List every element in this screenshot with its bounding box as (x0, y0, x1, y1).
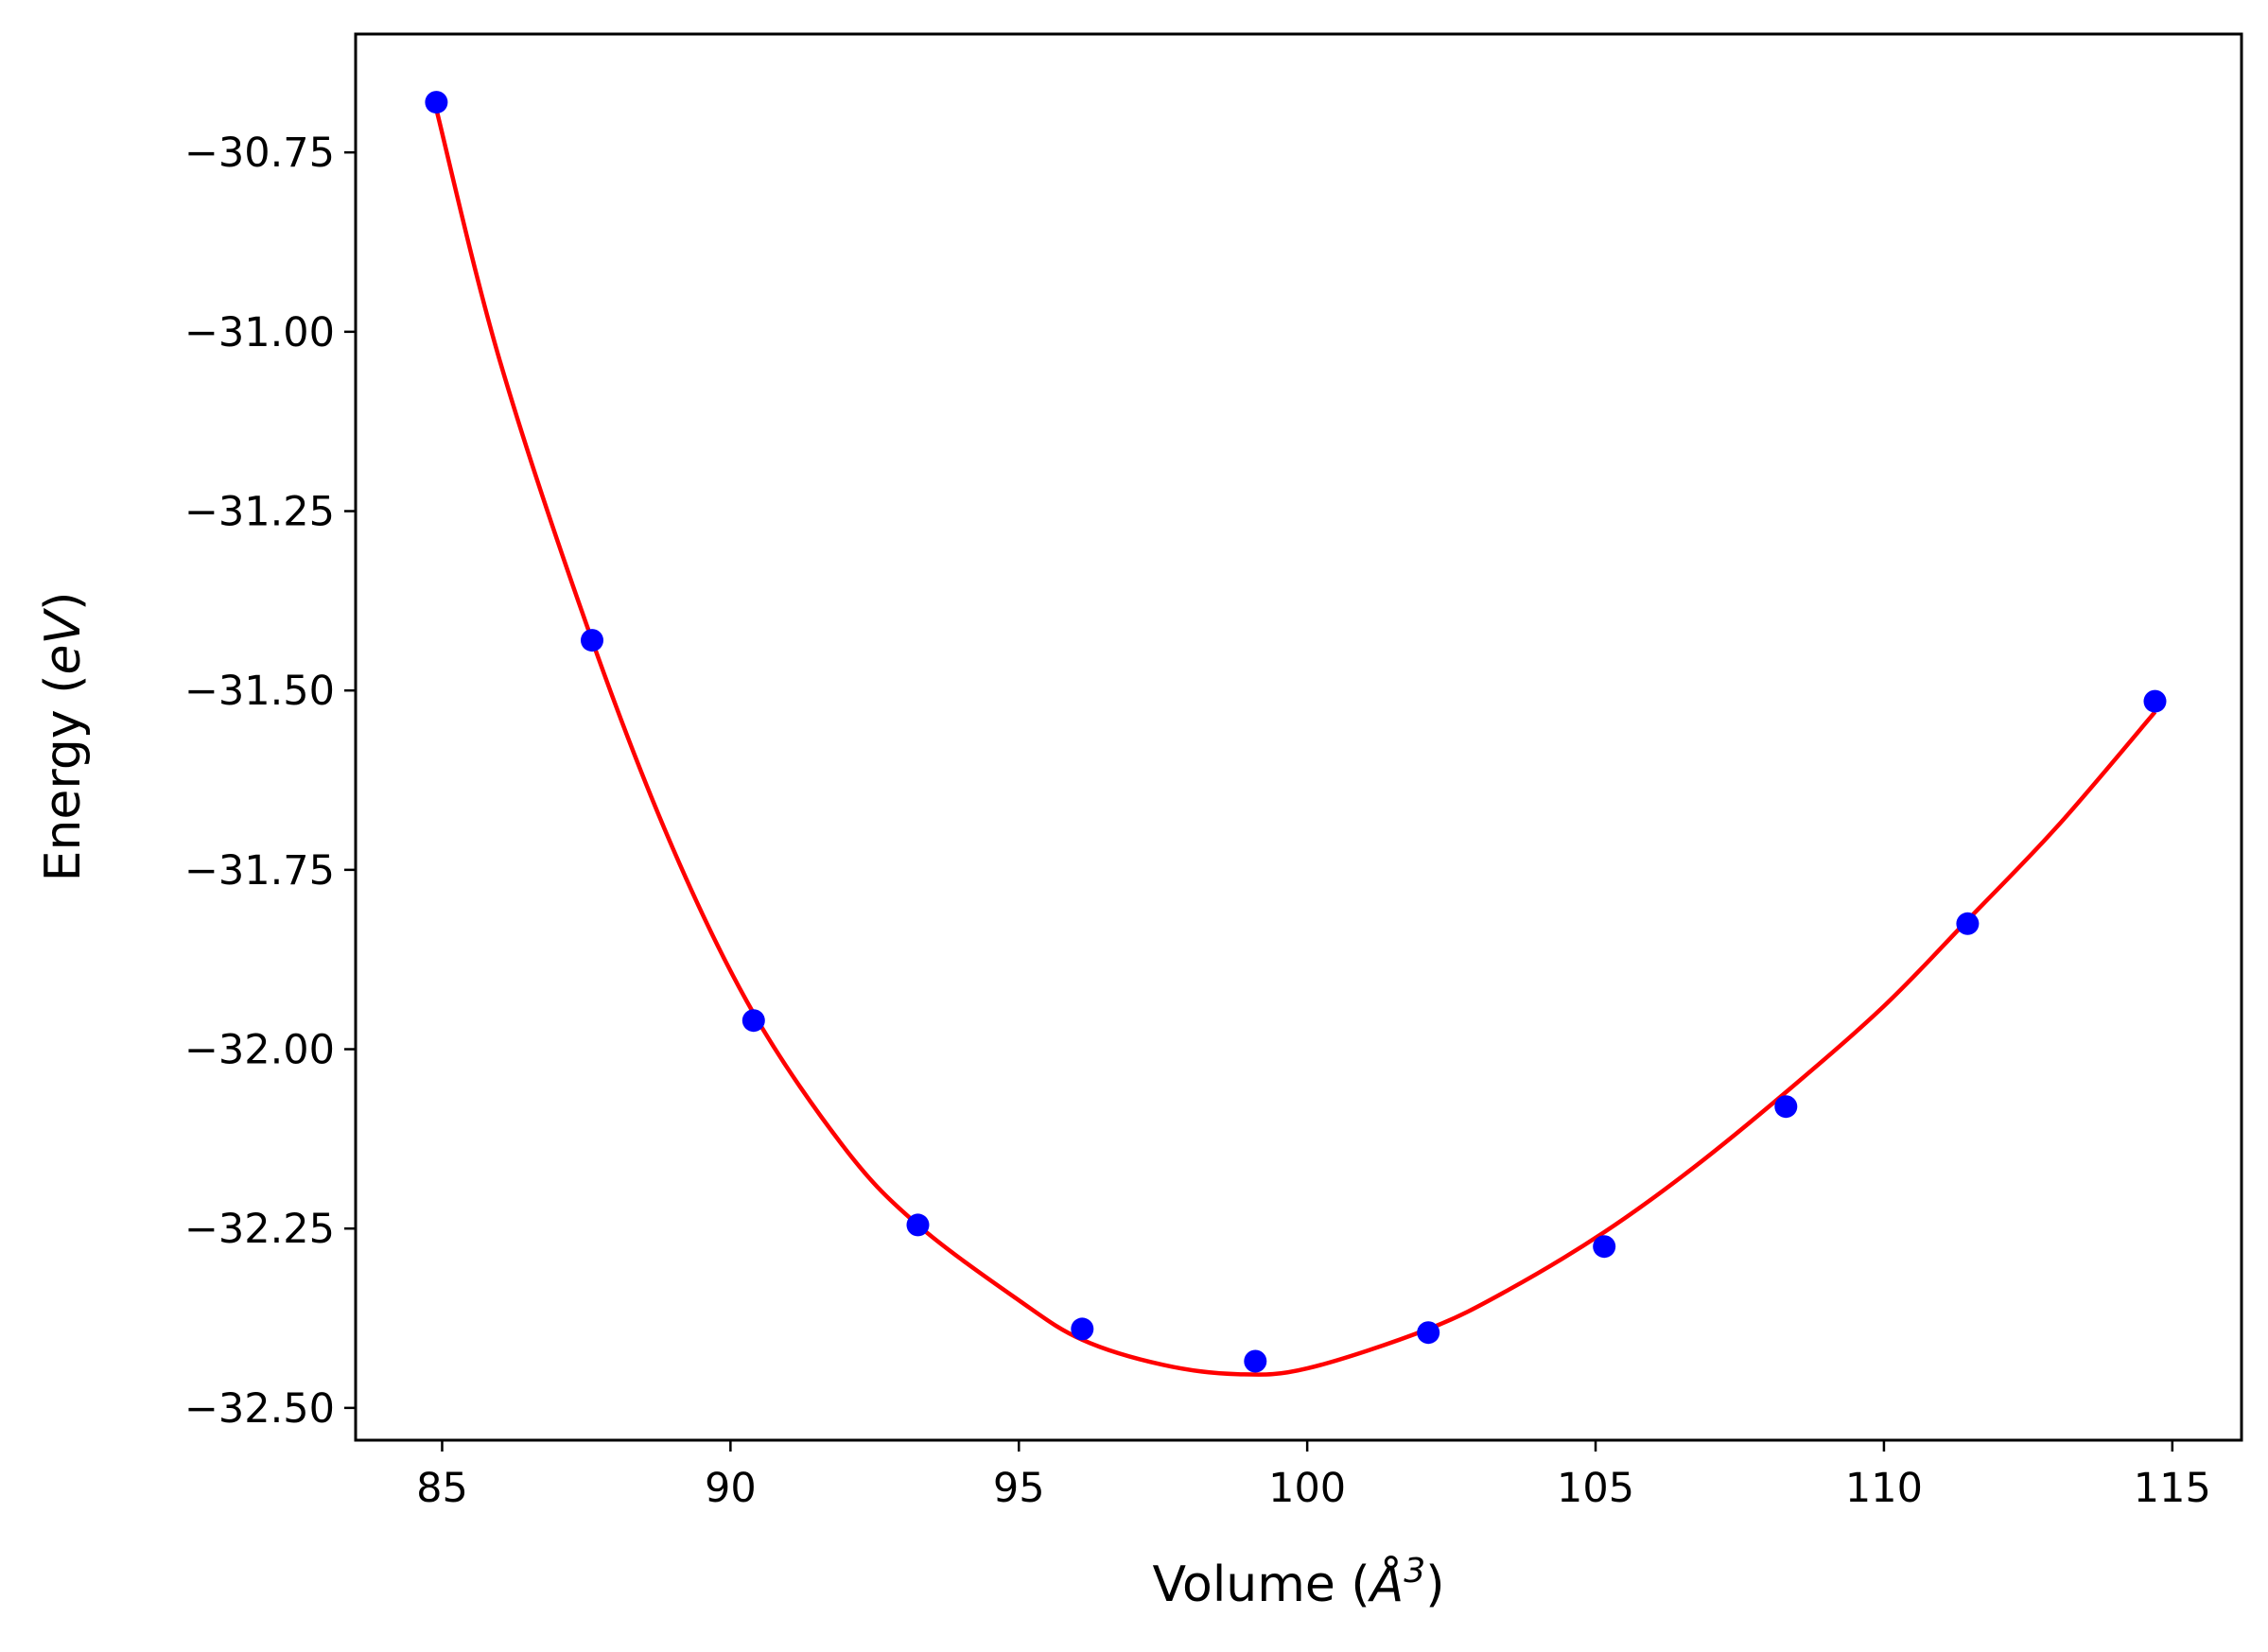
y-tick-label: −31.25 (184, 489, 335, 536)
x-tick-label: 105 (1557, 1465, 1634, 1512)
x-tick-label: 100 (1268, 1465, 1346, 1512)
y-tick-label: −31.75 (184, 847, 335, 895)
fit-curve-layer (434, 109, 2157, 1377)
y-tick-label: −32.25 (184, 1206, 335, 1253)
fit-curve-line (434, 109, 2157, 1377)
y-tick-label: −32.00 (184, 1027, 335, 1074)
x-tick-label: 95 (993, 1465, 1045, 1512)
data-point (741, 1009, 765, 1033)
x-tick-label: 110 (1845, 1465, 1923, 1512)
data-point (581, 629, 603, 652)
x-tick-label: 85 (416, 1465, 468, 1512)
x-axis-ticks: 85 90 95 100 105 110 115 (416, 1440, 2211, 1512)
x-tick-label: 115 (2134, 1465, 2211, 1512)
data-point (1956, 912, 1980, 935)
plot-frame (354, 32, 2243, 1442)
x-tick-label: 90 (705, 1465, 757, 1512)
y-tick-label: −31.00 (184, 309, 335, 356)
y-tick-label: −30.75 (184, 130, 335, 177)
y-tick-label: −31.50 (184, 668, 335, 715)
data-point (906, 1213, 930, 1237)
data-point (2143, 689, 2167, 713)
y-tick-label: −32.50 (184, 1385, 335, 1433)
x-axis-label: Volume (Å3) (1153, 1552, 1445, 1613)
data-point (1593, 1235, 1616, 1259)
data-point (1071, 1317, 1094, 1341)
data-point (1244, 1349, 1267, 1373)
data-point (425, 91, 448, 114)
data-point (1417, 1321, 1440, 1345)
data-points-layer (425, 91, 2167, 1373)
y-axis-label: Energy (eV) (35, 592, 92, 882)
y-axis-ticks: −30.75 −31.00 −31.25 −31.50 −31.75 −32.00 −32.… (184, 130, 356, 1433)
data-point (1774, 1095, 1798, 1119)
